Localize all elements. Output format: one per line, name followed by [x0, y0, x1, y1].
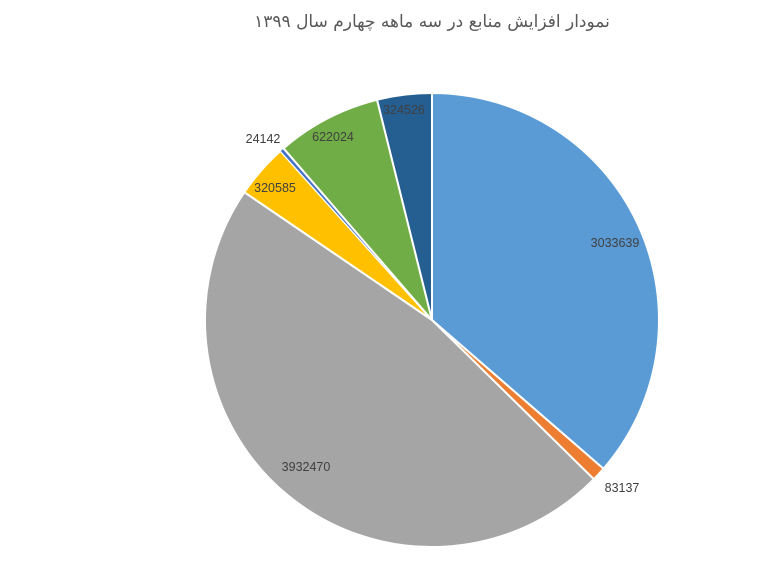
chart-title: نمودار افزایش منابع در سه ماهه چهارم سال…	[254, 12, 610, 32]
pie-slice-324526[interactable]	[376, 92, 433, 321]
pie-slice-3932470[interactable]	[203, 191, 595, 548]
pie-slice-622024[interactable]	[282, 98, 433, 321]
pie-slice-3033639[interactable]	[431, 92, 660, 470]
